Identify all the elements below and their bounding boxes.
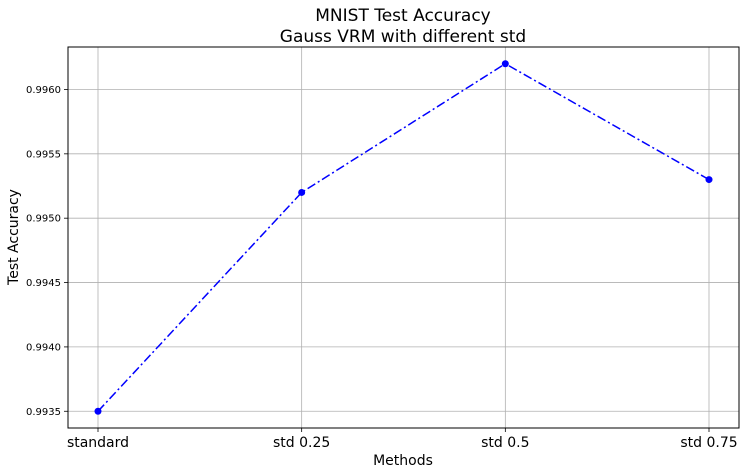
data-point <box>705 176 713 184</box>
series-group <box>94 60 713 415</box>
data-point <box>298 188 306 196</box>
data-point <box>94 407 102 415</box>
x-tick-label: std 0.25 <box>273 435 330 451</box>
y-tick-label: 0.9955 <box>26 149 61 160</box>
y-axis-label: Test Accuracy <box>6 189 22 286</box>
chart-subtitle: Gauss VRM with different std <box>280 27 526 47</box>
x-tick-label: std 0.75 <box>680 435 737 451</box>
grid-lines <box>68 47 739 428</box>
series-line <box>97 62 710 412</box>
y-axis-ticks: 0.9935 0.9940 0.9945 0.9950 0.9955 0.9960 <box>26 85 68 418</box>
x-axis-label: Methods <box>373 453 433 469</box>
chart-title: MNIST Test Accuracy <box>315 6 490 26</box>
x-axis-ticks: standard std 0.25 std 0.5 std 0.75 <box>67 428 738 451</box>
x-tick-label: std 0.5 <box>481 435 529 451</box>
y-tick-label: 0.9940 <box>26 342 61 353</box>
data-point <box>501 60 509 68</box>
y-tick-label: 0.9945 <box>26 278 61 289</box>
y-tick-label: 0.9935 <box>26 407 61 418</box>
x-tick-label: standard <box>67 435 129 451</box>
y-tick-label: 0.9960 <box>26 85 61 96</box>
y-tick-label: 0.9950 <box>26 214 61 225</box>
plot-area-frame <box>67 46 740 429</box>
